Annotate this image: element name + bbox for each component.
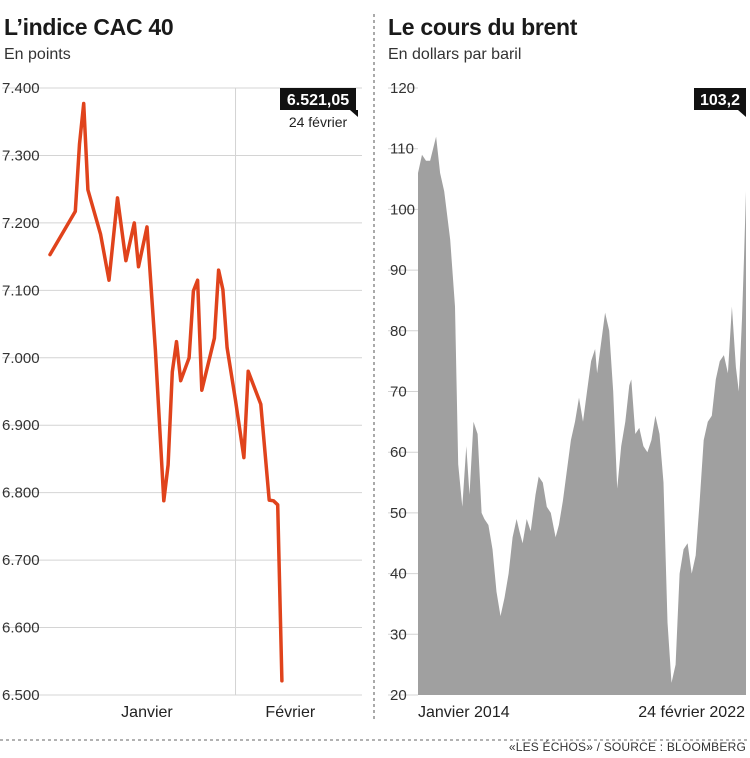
brent-y-tick-label: 50 [390, 505, 407, 522]
cac-y-tick-label: 6.800 [2, 485, 40, 502]
cac-y-tick-label: 6.500 [2, 687, 40, 704]
brent-y-tick-label: 30 [390, 626, 407, 643]
cac-y-tick-label: 7.000 [2, 350, 40, 367]
brent-area [418, 136, 746, 696]
brent-y-tick-label: 120 [390, 80, 415, 97]
cac-callout-badge [280, 88, 356, 110]
brent-callout-pointer [738, 110, 746, 117]
cac-chart-title: L’indice CAC 40 [4, 14, 174, 40]
cac-chart-subtitle: En points [4, 46, 71, 63]
cac-y-tick-label: 7.300 [2, 147, 40, 164]
cac-series-line [48, 101, 284, 683]
cac-callout-value: 6.521,05 [287, 92, 349, 109]
brent-y-tick-label: 20 [390, 687, 407, 704]
source-credit: «LES ÉCHOS» / SOURCE : BLOOMBERG [508, 740, 746, 754]
cac-x-tick-label: Janvier [121, 704, 173, 721]
cac-y-tick-label: 6.900 [2, 417, 40, 434]
brent-x-tick-label-end: 24 février 2022 [638, 704, 745, 721]
brent-chart-subtitle: En dollars par baril [388, 46, 522, 63]
brent-chart-title: Le cours du brent [388, 14, 578, 40]
brent-y-tick-label: 60 [390, 444, 407, 461]
cac-y-tick-label: 6.600 [2, 620, 40, 637]
brent-callout-value: 103,2 [700, 92, 740, 109]
cac-x-tick-label: Février [265, 704, 315, 721]
brent-callout-badge [694, 88, 746, 110]
brent-y-tick-label: 80 [390, 323, 407, 340]
brent-y-tick-label: 100 [390, 201, 415, 218]
brent-y-tick-label: 90 [390, 262, 407, 279]
cac-callout-pointer [350, 110, 358, 117]
brent-y-tick-label: 110 [390, 141, 414, 158]
cac-y-tick-label: 6.700 [2, 552, 40, 569]
cac-callout-date: 24 février [289, 114, 348, 130]
cac-y-tick-label: 7.200 [2, 215, 40, 232]
cac-y-tick-label: 7.400 [2, 80, 40, 97]
brent-y-tick-label: 40 [390, 566, 407, 583]
brent-y-tick-label: 70 [390, 384, 407, 401]
brent-x-tick-label-start: Janvier 2014 [418, 704, 510, 721]
cac-y-tick-label: 7.100 [2, 282, 40, 299]
